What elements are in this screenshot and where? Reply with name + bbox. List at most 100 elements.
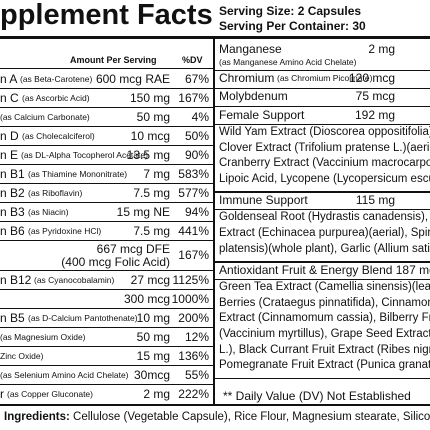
- blend-ingredients: Cranberry Extract (Vaccinium macrocarpon…: [219, 157, 430, 170]
- daily-value: 167%: [178, 248, 209, 262]
- daily-value: 94%: [184, 204, 209, 219]
- daily-value: 1125%: [172, 272, 209, 287]
- daily-value: 222%: [178, 386, 209, 401]
- nutrient-source: (as D-Calcium Pantothenate): [28, 312, 138, 323]
- ingredients-text: Cellulose (Vegetable Capsule), Rice Flou…: [73, 411, 430, 423]
- amount: 7.5 mg: [133, 185, 170, 200]
- rule: [0, 202, 213, 203]
- title: pplement Facts: [0, 0, 213, 31]
- rule: [0, 145, 213, 146]
- rule: [0, 384, 213, 385]
- nutrient-name: n D: [0, 128, 19, 143]
- divider: [213, 36, 215, 406]
- nutrient-source: (as Manganese Amino Acid Chelate): [219, 57, 357, 67]
- blend-name: Immune Support: [219, 193, 308, 208]
- ingredients-label: Ingredients:: [4, 411, 70, 423]
- rule: [215, 70, 430, 71]
- nutrient-name: n B12: [0, 272, 32, 287]
- daily-value: 1000%: [171, 291, 209, 306]
- nutrient-source: (as Niacin): [28, 206, 69, 217]
- blend-ingredients: Clover Extract (Trifolium pratense L.)(a…: [219, 141, 430, 154]
- rule: [0, 68, 213, 69]
- nutrient-name: Manganese: [219, 42, 282, 56]
- rule: [215, 106, 430, 107]
- rule: [0, 346, 213, 347]
- blend-ingredients: L.), Black Currant Fruit Extract (Ribes …: [219, 343, 430, 356]
- daily-value: 67%: [184, 71, 209, 86]
- nutrient-source: (as Beta-Carotene): [20, 73, 93, 84]
- blend-ingredients: Goldenseal Root (Hydrastis canadensis), …: [219, 211, 430, 224]
- nutrient-source: (as Cyanocobalamin): [34, 274, 115, 285]
- daily-value: 12%: [184, 329, 209, 344]
- rule: [0, 289, 213, 290]
- nutrient-source: (as Selenium Amino Acid Chelate): [0, 369, 129, 380]
- amount: 50 mg: [136, 109, 170, 124]
- blend-name: Antioxidant Fruit & Energy Blend 187 mg: [219, 263, 430, 278]
- nutrient-source: (as Magnesium Oxide): [0, 331, 86, 342]
- nutrient-source: (as Chromium Picolinate): [277, 73, 373, 83]
- rule: [0, 404, 430, 406]
- rule: [0, 36, 430, 39]
- daily-value: 50%: [184, 128, 209, 143]
- amount: 120 mcg: [348, 71, 395, 85]
- amount: 300 mcg: [123, 291, 170, 306]
- blend-ingredients: Pomegranate Fruit Extract (Punica granat…: [219, 359, 430, 372]
- amount: 15 mg: [136, 348, 170, 363]
- blend-ingredients: Lipoic Acid, Lycopene (Lycopersicum escu…: [219, 172, 430, 185]
- daily-value: 55%: [184, 367, 209, 382]
- blend-ingredients: Extract (Echinacea purpurea)(aerial), Sp…: [219, 227, 430, 239]
- nutrient-name: n B2: [0, 185, 25, 200]
- daily-value: 577%: [178, 185, 209, 200]
- rule: [0, 164, 213, 165]
- amount: 27 mcg: [130, 272, 170, 287]
- rule: [215, 88, 430, 89]
- serving-size: Serving Size: 2 Capsules: [219, 4, 362, 18]
- col-dv: %DV: [182, 55, 203, 65]
- nutrient-source: (as Thiamine Mononitrate): [28, 168, 128, 179]
- amount: 150 mg: [129, 90, 170, 105]
- nutrient-source: (as Calcium Carbonate): [0, 111, 90, 122]
- blend-ingredients: platensis)(whole plant), Garlic (Allium …: [219, 242, 430, 255]
- rule: [0, 308, 213, 309]
- amount: (400 mcg Folic Acid): [61, 255, 170, 269]
- rule: [0, 327, 213, 328]
- rule: [215, 377, 430, 379]
- nutrient-name: n B5: [0, 310, 25, 325]
- blend-ingredients: Extract (Cinnamomum cassia), Bilberry Fr…: [219, 312, 430, 325]
- amount: 7 mg: [143, 166, 170, 181]
- nutrient-name: Chromium: [219, 71, 275, 85]
- nutrient-name: r: [0, 386, 4, 401]
- nutrient-name: n E: [0, 147, 19, 162]
- rule: [215, 209, 430, 211]
- rule: [0, 270, 213, 271]
- nutrient-source: (as DL-Alpha Tocopherol Acetate): [21, 149, 148, 160]
- amount: 192 mg: [354, 108, 395, 122]
- nutrient-name: Molybdenum: [219, 89, 288, 103]
- rule: [0, 240, 213, 241]
- rule: [0, 126, 213, 127]
- amount: 667 mcg DFE: [96, 242, 170, 256]
- ingredients: Ingredients: Cellulose (Vegetable Capsul…: [4, 411, 430, 424]
- amount: 10 mg: [136, 310, 170, 325]
- rule: [215, 124, 430, 125]
- nutrient-name: n C: [0, 90, 19, 105]
- daily-value: 136%: [178, 348, 209, 363]
- amount: 15 mg NE: [116, 204, 170, 219]
- nutrient-name: n B6: [0, 223, 25, 238]
- nutrient-source: (as Copper Gluconate): [7, 388, 93, 399]
- amount: 115 mg: [355, 193, 395, 208]
- amount: 10 mcg: [130, 128, 170, 143]
- blend-name: Female Support: [219, 108, 305, 122]
- nutrient-name: n B3: [0, 204, 25, 219]
- blend-ingredients: Green Tea Extract (Camellia sinensis)(le…: [219, 281, 430, 294]
- amount: 2 mg: [368, 42, 395, 56]
- amount: 13.5 mg: [126, 147, 170, 162]
- nutrient-source: (as Riboflavin): [28, 187, 83, 198]
- daily-value: 441%: [178, 223, 209, 238]
- nutrient-source: (as Ascorbic Acid): [22, 92, 90, 103]
- amount: 75 mcg: [355, 89, 395, 103]
- col-amount: Amount Per Serving: [70, 55, 157, 65]
- blend-ingredients: Berries (Crataegus pinnatifida), Cinnamo…: [219, 296, 430, 309]
- blend-ingredients: (Vaccinium myrtillus), Grape Seed Extrac…: [219, 328, 430, 340]
